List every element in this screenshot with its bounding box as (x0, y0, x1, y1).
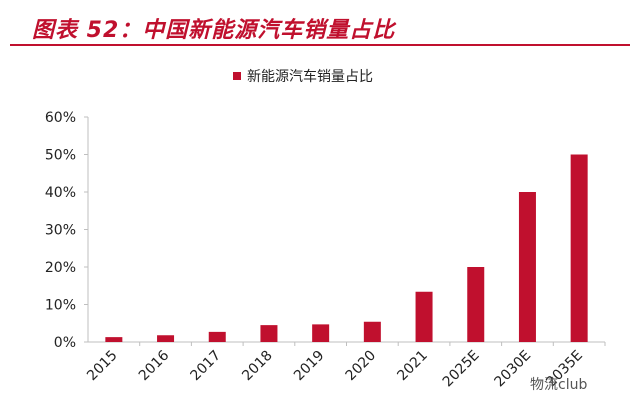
bar-2016 (157, 335, 175, 342)
x-tick-label: 2019 (291, 348, 328, 385)
bar-2025E (467, 267, 485, 342)
y-tick-label: 0% (54, 335, 76, 351)
y-tick-label: 20% (45, 260, 76, 276)
x-tick-label: 2025E (440, 348, 483, 391)
x-tick-label: 2015 (84, 348, 121, 385)
watermark-text: 物流club (530, 377, 588, 393)
bar-2035E (570, 154, 588, 342)
bar-2019 (312, 324, 330, 342)
x-tick-label: 2020 (343, 348, 380, 385)
figure-title: 图表 52：中国新能源汽车销量占比 (32, 18, 396, 43)
x-tick-label: 2018 (239, 348, 276, 385)
x-tick-label: 2016 (136, 347, 173, 384)
legend-swatch (233, 72, 241, 80)
y-tick-label: 30% (45, 223, 76, 239)
x-tick-label: 2030E (492, 348, 535, 391)
bar-2020 (363, 321, 381, 342)
y-tick-label: 40% (45, 185, 76, 201)
y-tick-label: 10% (45, 298, 76, 314)
y-tick-label: 50% (45, 148, 76, 164)
x-tick-label: 2017 (188, 348, 225, 385)
y-tick-label: 60% (45, 110, 76, 126)
bar-2015 (105, 337, 123, 342)
bar-2017 (208, 331, 226, 342)
bar-2018 (260, 325, 278, 342)
bar-2021 (415, 291, 433, 342)
bar-2030E (518, 192, 536, 342)
x-tick-label: 2021 (394, 348, 431, 385)
title-divider (10, 44, 630, 46)
legend-label: 新能源汽车销量占比 (247, 68, 373, 85)
